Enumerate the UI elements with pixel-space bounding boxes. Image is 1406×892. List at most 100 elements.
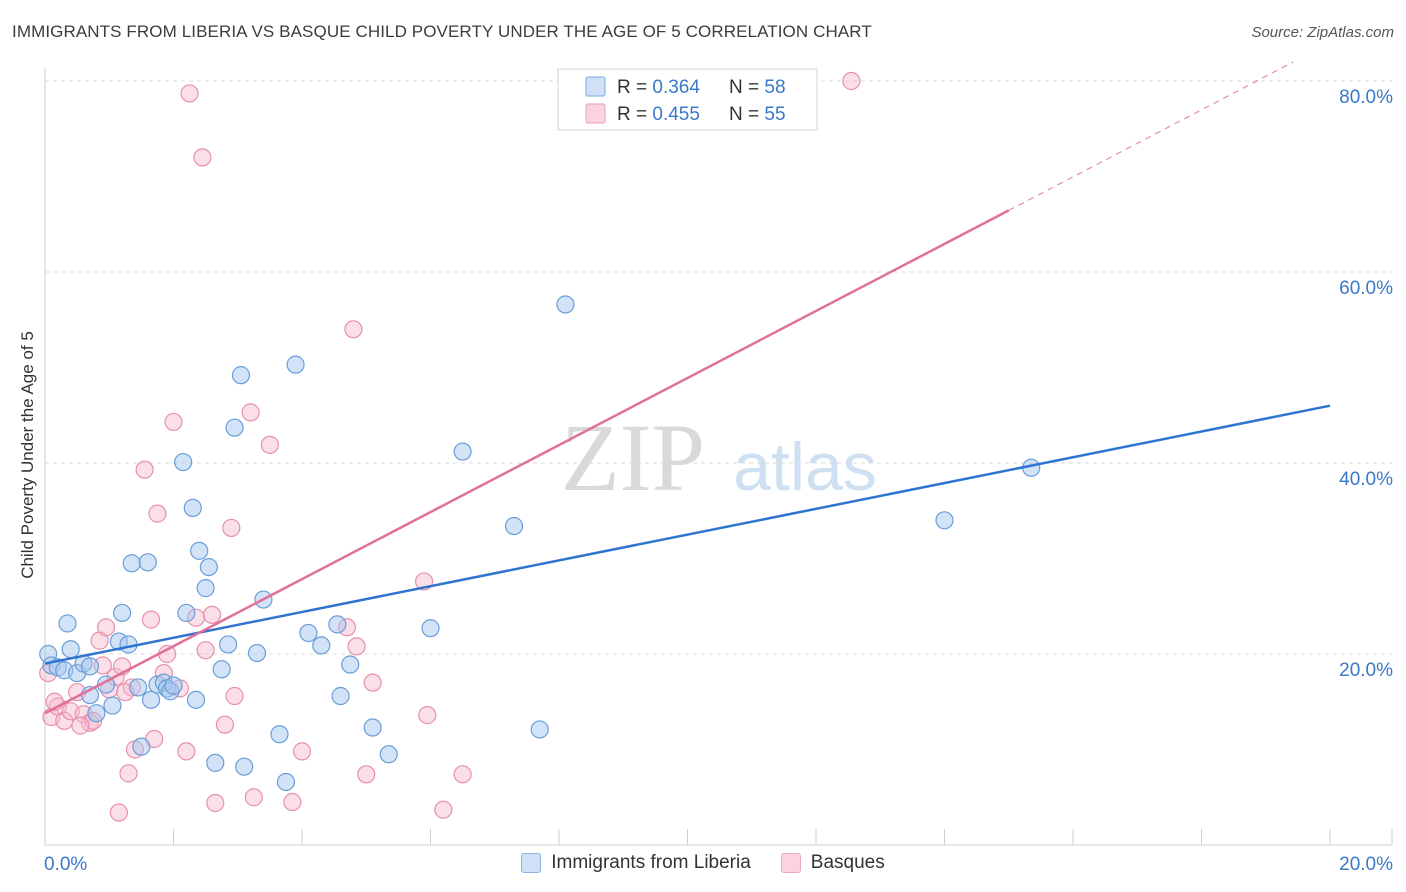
liberia-trend-line xyxy=(44,404,1331,665)
liberia-point xyxy=(504,516,524,536)
watermark: ZIP atlas xyxy=(561,404,877,511)
liberia-point xyxy=(206,753,225,772)
basques-point xyxy=(453,765,472,784)
liberia-point xyxy=(341,655,360,674)
basques-point xyxy=(434,800,453,819)
liberia-point xyxy=(183,498,202,517)
liberia-point xyxy=(112,603,132,623)
trend-lines xyxy=(44,61,1331,715)
liberia-point xyxy=(312,636,331,655)
liberia-point xyxy=(219,635,238,654)
basques-point xyxy=(206,793,225,813)
basques-point xyxy=(347,637,366,656)
basques-point xyxy=(148,504,167,523)
axes xyxy=(44,68,1393,846)
y-tick-label: 80.0% xyxy=(1339,87,1393,108)
basques-point xyxy=(202,605,222,624)
liberia-point xyxy=(58,614,77,633)
basques-swatch xyxy=(780,853,801,873)
liberia-point xyxy=(299,623,318,643)
basques-points xyxy=(39,71,861,822)
liberia-point xyxy=(935,511,954,530)
r-label: R = xyxy=(617,104,652,125)
basques-point xyxy=(180,84,199,103)
liberia-point xyxy=(212,660,231,679)
watermark-atlas: atlas xyxy=(733,429,877,505)
chart-title: IMMIGRANTS FROM LIBERIA VS BASQUE CHILD … xyxy=(12,22,872,41)
r-value: 0.364 xyxy=(652,77,700,98)
basques-point xyxy=(357,765,376,784)
y-tick-label: 20.0% xyxy=(1339,660,1393,681)
x-tick-label: 20.0% xyxy=(1339,854,1393,875)
n-value: 55 xyxy=(764,104,785,125)
liberia-point xyxy=(132,737,151,756)
basques-point xyxy=(363,673,382,692)
basques-point xyxy=(222,518,241,538)
basques-point xyxy=(260,435,279,454)
basques-point xyxy=(292,742,312,761)
liberia-point xyxy=(61,640,80,659)
liberia-point xyxy=(453,442,472,461)
basques-point xyxy=(96,618,116,637)
liberia-point xyxy=(122,554,141,573)
basques-point xyxy=(71,716,90,735)
y-tick-label: 60.0% xyxy=(1339,278,1393,299)
r-label: R = xyxy=(617,77,652,98)
liberia-point xyxy=(231,366,251,385)
basques-point xyxy=(135,460,154,479)
liberia-point xyxy=(177,603,196,623)
series-legend: Immigrants from Liberia Basques xyxy=(0,852,1406,874)
legend-label-liberia: Immigrants from Liberia xyxy=(551,852,751,873)
liberia-point xyxy=(225,418,244,437)
liberia-point xyxy=(530,720,549,739)
stats-swatch-liberia xyxy=(585,76,606,97)
basques-point xyxy=(109,803,128,822)
y-tick-label: 40.0% xyxy=(1339,469,1393,490)
legend-item-liberia: Immigrants from Liberia xyxy=(521,852,751,874)
basques-point xyxy=(244,788,263,807)
basques-point xyxy=(177,742,196,761)
liberia-point xyxy=(286,355,305,374)
legend-label-basques: Basques xyxy=(810,852,885,873)
basques-point xyxy=(141,610,161,629)
liberia-point xyxy=(235,757,254,776)
basques-trend-extension xyxy=(1008,61,1294,211)
basques-point xyxy=(119,764,138,783)
liberia-point xyxy=(87,704,106,723)
legend-item-basques: Basques xyxy=(780,852,885,874)
stats-swatch-basques xyxy=(585,103,606,124)
basques-point xyxy=(164,412,183,432)
stats-legend: R = 0.364 N = 58 R = 0.455 N = 55 xyxy=(557,68,818,131)
watermark-zip: ZIP xyxy=(561,404,705,511)
liberia-point xyxy=(276,772,296,792)
n-label: N = xyxy=(729,104,764,125)
tick-labels: 20.0% 40.0% 60.0% 80.0% 0.0% 20.0% xyxy=(44,87,1393,875)
liberia-point xyxy=(331,686,350,706)
liberia-point xyxy=(199,557,218,577)
basques-point xyxy=(225,686,244,706)
basques-point xyxy=(283,792,302,812)
liberia-point xyxy=(80,657,100,676)
liberia-swatch xyxy=(521,853,542,873)
stats-row: R = 0.455 xyxy=(617,104,700,125)
liberia-point xyxy=(186,690,206,709)
r-value: 0.455 xyxy=(652,104,700,125)
gridlines xyxy=(45,80,1392,655)
liberia-point xyxy=(190,541,209,560)
liberia-point xyxy=(270,725,289,744)
liberia-point xyxy=(328,615,347,634)
basques-point xyxy=(215,715,234,734)
basques-trend-line xyxy=(44,209,1010,715)
n-label: N = xyxy=(729,77,764,98)
liberia-point xyxy=(164,676,183,695)
basques-point xyxy=(842,71,861,91)
stats-row-n: N = 55 xyxy=(729,104,786,125)
basques-point xyxy=(193,148,212,167)
liberia-point xyxy=(174,452,193,472)
liberia-point xyxy=(379,745,398,764)
liberia-point xyxy=(421,619,440,638)
liberia-point xyxy=(196,579,215,598)
stats-row: R = 0.364 xyxy=(617,77,700,98)
basques-point xyxy=(418,706,437,725)
